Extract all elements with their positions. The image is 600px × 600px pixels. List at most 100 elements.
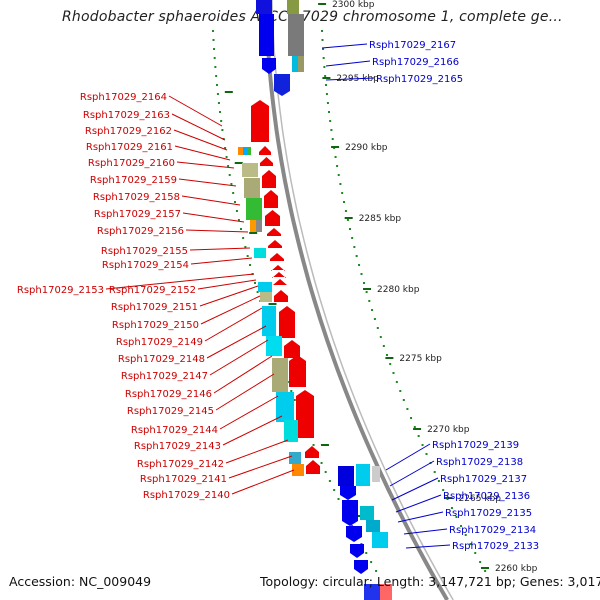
gene-leader-line: [178, 178, 237, 187]
gene-label-right[interactable]: Rsph17029_2167: [369, 40, 456, 51]
gene-block[interactable]: [289, 452, 301, 464]
gene-label-left[interactable]: Rsph17029_2150: [112, 320, 199, 331]
gene-arrow[interactable]: [260, 157, 273, 166]
gene-label-left[interactable]: Rsph17029_2147: [121, 371, 208, 382]
gene-block[interactable]: [292, 56, 298, 72]
gene-block[interactable]: [256, 220, 262, 232]
gene-arrow[interactable]: [354, 560, 368, 574]
gene-block[interactable]: [338, 466, 354, 486]
gene-label-left[interactable]: Rsph17029_2152: [109, 285, 196, 296]
gene-block[interactable]: [356, 464, 370, 486]
gene-label-left[interactable]: Rsph17029_2153: [17, 285, 104, 296]
gene-arrow[interactable]: [262, 58, 276, 74]
gene-label-left[interactable]: Rsph17029_2161: [86, 142, 173, 153]
gene-label-left[interactable]: Rsph17029_2159: [90, 175, 177, 186]
gene-label-left[interactable]: Rsph17029_2140: [143, 490, 230, 501]
gene-arrow[interactable]: [340, 486, 356, 500]
gene-arrow[interactable]: [305, 446, 319, 458]
gene-arrow[interactable]: [268, 240, 282, 248]
gene-arrow[interactable]: [259, 146, 271, 155]
gene-block[interactable]: [238, 147, 243, 155]
gene-block[interactable]: [276, 392, 294, 422]
gene-arrow[interactable]: [262, 170, 276, 188]
gene-block[interactable]: [372, 532, 388, 548]
gene-label-left[interactable]: Rsph17029_2164: [80, 92, 167, 103]
gene-arrow[interactable]: [271, 265, 285, 271]
gene-block[interactable]: [372, 466, 380, 482]
gene-arrow[interactable]: [265, 210, 280, 226]
gene-label-left[interactable]: Rsph17029_2163: [83, 110, 170, 121]
gene-arrow[interactable]: [306, 460, 320, 474]
outer-ruler-dot: [433, 471, 436, 473]
gene-block[interactable]: [259, 14, 274, 56]
gene-arrow[interactable]: [264, 190, 278, 208]
gene-arrow[interactable]: [284, 340, 300, 358]
gene-arrow[interactable]: [342, 500, 358, 526]
gene-label-left[interactable]: Rsph17029_2142: [137, 459, 224, 470]
gene-block[interactable]: [262, 306, 276, 336]
gene-label-left[interactable]: Rsph17029_2149: [116, 337, 203, 348]
gene-label-right[interactable]: Rsph17029_2139: [432, 440, 519, 451]
gene-block[interactable]: [380, 584, 392, 600]
gene-label-right[interactable]: Rsph17029_2133: [452, 541, 539, 552]
gene-label-left[interactable]: Rsph17029_2151: [111, 302, 198, 313]
gene-block[interactable]: [366, 520, 380, 532]
gene-label-right[interactable]: Rsph17029_2136: [443, 491, 530, 502]
gene-block[interactable]: [287, 0, 299, 14]
gene-block[interactable]: [243, 147, 247, 155]
gene-block[interactable]: [266, 336, 282, 356]
gene-block[interactable]: [246, 198, 262, 220]
gene-arrow[interactable]: [270, 253, 284, 261]
gene-label-right[interactable]: Rsph17029_2135: [445, 508, 532, 519]
gene-label-left[interactable]: Rsph17029_2143: [134, 441, 221, 452]
gene-label-left[interactable]: Rsph17029_2154: [102, 260, 189, 271]
gene-arrow[interactable]: [273, 279, 287, 285]
gene-leader-line: [385, 443, 431, 471]
gene-label-left[interactable]: Rsph17029_2160: [88, 158, 175, 169]
gene-arrow[interactable]: [296, 390, 314, 438]
outer-ruler-dot: [321, 30, 324, 32]
gene-block[interactable]: [360, 506, 374, 520]
gene-block[interactable]: [284, 420, 298, 442]
gene-arrow[interactable]: [279, 306, 295, 338]
gene-arrow[interactable]: [289, 355, 306, 387]
gene-arrow[interactable]: [274, 290, 288, 302]
gene-label-left[interactable]: Rsph17029_2157: [94, 209, 181, 220]
gene-block[interactable]: [258, 282, 272, 292]
outer-ruler-dot: [326, 102, 329, 104]
gene-block[interactable]: [272, 358, 288, 392]
gene-block[interactable]: [244, 178, 260, 198]
gene-label-left[interactable]: Rsph17029_2146: [125, 389, 212, 400]
gene-block[interactable]: [298, 56, 304, 72]
gene-label-right[interactable]: Rsph17029_2166: [372, 57, 459, 68]
gene-label-left[interactable]: Rsph17029_2162: [85, 126, 172, 137]
gene-block[interactable]: [256, 0, 272, 14]
gene-block[interactable]: [250, 220, 256, 232]
gene-arrow[interactable]: [251, 100, 269, 142]
gene-label-left[interactable]: Rsph17029_2148: [118, 354, 205, 365]
gene-label-left[interactable]: Rsph17029_2156: [97, 226, 184, 237]
gene-arrow[interactable]: [346, 526, 362, 542]
page-title: Rhodobacter sphaeroides ATCC 17029 chrom…: [62, 9, 563, 25]
gene-arrow[interactable]: [350, 544, 364, 558]
gene-block[interactable]: [254, 248, 266, 258]
gene-block[interactable]: [364, 584, 380, 600]
gene-label-right[interactable]: Rsph17029_2134: [449, 525, 536, 536]
gene-arrow[interactable]: [272, 272, 286, 278]
gene-label-right[interactable]: Rsph17029_2138: [436, 457, 523, 468]
gene-block[interactable]: [260, 292, 272, 302]
gene-label-left[interactable]: Rsph17029_2141: [140, 474, 227, 485]
gene-label-left[interactable]: Rsph17029_2145: [127, 406, 214, 417]
gene-arrow[interactable]: [274, 74, 290, 96]
gene-block[interactable]: [288, 14, 304, 56]
gene-label-left[interactable]: Rsph17029_2158: [93, 192, 180, 203]
gene-label-left[interactable]: Rsph17029_2144: [131, 425, 218, 436]
gene-label-right[interactable]: Rsph17029_2165: [376, 74, 463, 85]
gene-block[interactable]: [242, 163, 258, 177]
gene-block[interactable]: [292, 464, 304, 476]
gene-block[interactable]: [247, 147, 251, 155]
gene-label-left[interactable]: Rsph17029_2155: [101, 246, 188, 257]
gene-arrow[interactable]: [267, 228, 281, 236]
gene-label-right[interactable]: Rsph17029_2137: [440, 474, 527, 485]
